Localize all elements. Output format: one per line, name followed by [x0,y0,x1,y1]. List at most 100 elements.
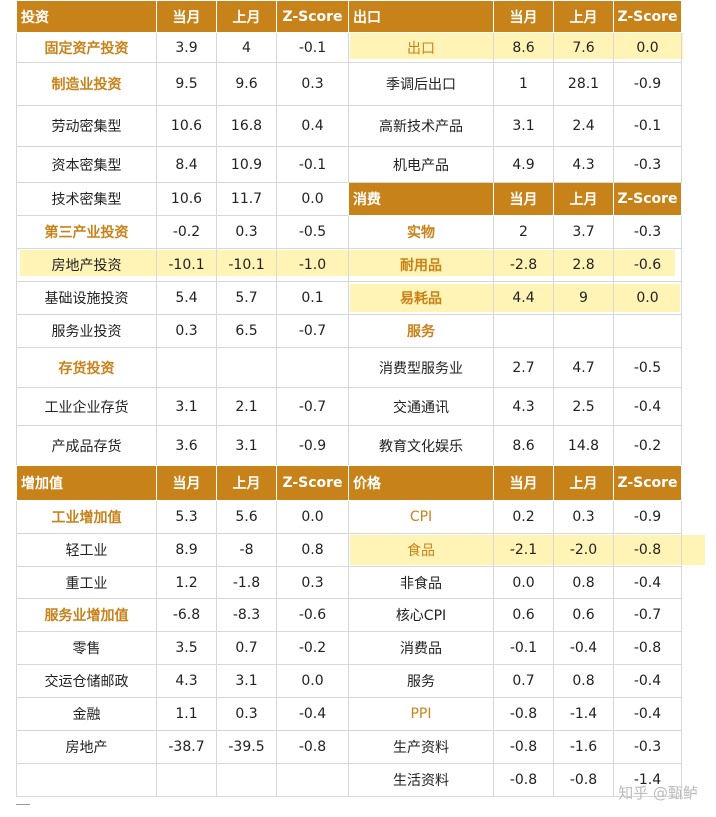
cell-previous: 4.3 [553,146,614,183]
table-row: 房地产 -38.7 -39.5 -0.8 [16,730,349,764]
row-label [16,763,157,797]
row-label: 固定资产投资 [16,32,157,63]
cell-zscore: -0.8 [613,533,682,567]
cell-previous: 2.1 [216,387,277,426]
cell-current: 5.4 [156,281,217,315]
cell-previous: 2.5 [553,387,614,426]
cell-current: 4.9 [493,146,554,183]
cell-current: 3.5 [156,631,217,665]
row-label: 交运仓储邮政 [16,664,157,698]
table-row: 基础设施投资 5.4 5.7 0.1 [16,281,349,315]
cell-current: 8.4 [156,146,217,183]
cell-current: 1.2 [156,566,217,599]
table-row: 存货投资 [16,347,349,388]
row-label: 易耗品 [348,281,494,315]
row-label: 房地产投资 [16,248,157,282]
cell-current: 4.3 [156,664,217,698]
cell-zscore: -0.7 [276,387,349,426]
cell-previous: -8.3 [216,598,277,632]
cell-zscore: 0.3 [276,62,349,106]
cell-previous [553,314,614,348]
col-header-current: 当月 [156,465,217,501]
cell-previous: 9.6 [216,62,277,106]
row-label: 服务 [348,664,494,698]
cell-zscore: -0.4 [613,697,682,731]
cell-previous: 3.1 [216,425,277,466]
cell-zscore: -0.4 [613,664,682,698]
table-row: 服务业投资 0.3 6.5 -0.7 [16,314,349,348]
row-label: 零售 [16,631,157,665]
cell-current: 0.2 [493,500,554,534]
table-row: 核心CPI 0.6 0.6 -0.7 [348,598,682,632]
cell-previous: 14.8 [553,425,614,466]
table-row: 工业增加值 5.3 5.6 0.0 [16,500,349,534]
value-added-title: 增加值 [16,465,157,501]
cell-current: -0.8 [493,730,554,764]
cell-previous: -1.8 [216,566,277,599]
cell-previous: 0.3 [216,697,277,731]
table-row: 教育文化娱乐 8.6 14.8 -0.2 [348,425,682,466]
investment-table: 投资 当月 上月 Z-Score 固定资产投资 3.9 4 -0.1 制造业投资… [16,0,349,466]
col-header-zscore: Z-Score [613,465,682,501]
row-label: 服务业投资 [16,314,157,348]
cell-previous: 10.9 [216,146,277,183]
cell-zscore: 0.0 [276,500,349,534]
cell-zscore: 0.3 [276,566,349,599]
cell-current: -0.1 [493,631,554,665]
row-label: 季调后出口 [348,62,494,106]
cell-zscore: -0.1 [276,32,349,63]
cell-previous: -8 [216,533,277,567]
cell-current: 0.0 [493,566,554,599]
cell-zscore: 0.8 [276,533,349,567]
prices-table: 价格 当月 上月 Z-Score CPI 0.2 0.3 -0.9 食品 -2.… [348,465,682,797]
consumption-title: 消费 [348,182,494,216]
row-label: 重工业 [16,566,157,599]
col-header-current: 当月 [493,465,554,501]
col-header-zscore: Z-Score [276,0,349,33]
cell-current: 10.6 [156,182,217,216]
row-label: 服务 [348,314,494,348]
cell-zscore: -0.9 [613,500,682,534]
cell-current: -6.8 [156,598,217,632]
table-row: 制造业投资 9.5 9.6 0.3 [16,62,349,106]
table-row: 耐用品 -2.8 2.8 -0.6 [348,248,682,282]
exports-consumption-table: 出口 当月 上月 Z-Score 出口 8.6 7.6 0.0 季调后出口 1 … [348,0,682,466]
cell-previous: -1.4 [553,697,614,731]
cell-previous: 5.7 [216,281,277,315]
cell-previous: -1.6 [553,730,614,764]
value-added-header-row: 增加值 当月 上月 Z-Score [16,465,349,501]
cell-zscore: -0.5 [276,215,349,249]
cell-previous: -39.5 [216,730,277,764]
cell-zscore: -0.7 [276,314,349,348]
cell-current: 3.1 [493,105,554,147]
col-header-previous: 上月 [553,182,614,216]
cell-zscore: -0.3 [613,146,682,183]
cell-zscore: -0.6 [613,248,682,282]
row-label: 交通通讯 [348,387,494,426]
row-label: 存货投资 [16,347,157,388]
cell-zscore: -1.4 [613,763,682,797]
table-row: 消费型服务业 2.7 4.7 -0.5 [348,347,682,388]
cell-current: -38.7 [156,730,217,764]
row-label: 机电产品 [348,146,494,183]
table-row: 产成品存货 3.6 3.1 -0.9 [16,425,349,466]
table-row: 劳动密集型 10.6 16.8 0.4 [16,105,349,147]
cell-zscore: 0.0 [276,664,349,698]
cell-previous: 0.3 [216,215,277,249]
table-row: 资本密集型 8.4 10.9 -0.1 [16,146,349,183]
cell-current: 8.6 [493,425,554,466]
exports-title: 出口 [348,0,494,33]
cell-zscore: 0.1 [276,281,349,315]
cell-current: 8.9 [156,533,217,567]
cell-zscore: 0.4 [276,105,349,147]
cell-previous: 4.7 [553,347,614,388]
value-added-table: 增加值 当月 上月 Z-Score 工业增加值 5.3 5.6 0.0 轻工业 … [16,465,349,797]
cell-previous: 6.5 [216,314,277,348]
cell-previous: -0.8 [553,763,614,797]
table-row: PPI -0.8 -1.4 -0.4 [348,697,682,731]
cell-previous: 0.8 [553,664,614,698]
table-row: 食品 -2.1 -2.0 -0.8 [348,533,682,567]
row-label: 服务业增加值 [16,598,157,632]
col-header-previous: 上月 [216,0,277,33]
cell-current: 10.6 [156,105,217,147]
